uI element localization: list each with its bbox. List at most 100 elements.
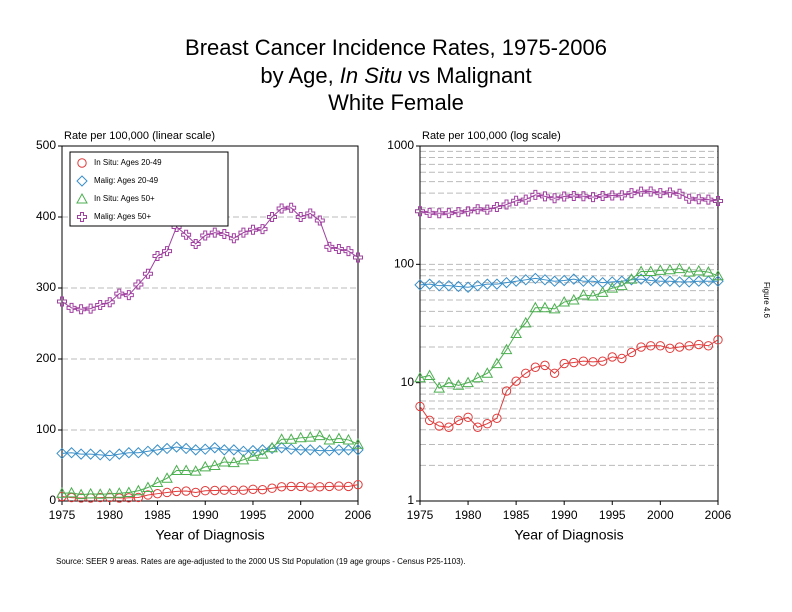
x-tick-label: 1985 [503, 508, 530, 522]
marker [170, 464, 183, 475]
marker [577, 289, 590, 300]
marker [113, 487, 126, 498]
marker [314, 215, 325, 226]
marker [94, 449, 106, 461]
marker [85, 303, 96, 314]
legend-swatch [77, 158, 87, 168]
y-axis-label: Rate per 100,000 (log scale) [422, 130, 561, 142]
marker [353, 479, 363, 490]
marker [353, 252, 363, 263]
marker [693, 275, 705, 287]
marker [56, 487, 68, 498]
marker [219, 485, 230, 495]
marker [684, 193, 695, 204]
marker [712, 269, 724, 281]
marker [453, 415, 464, 426]
marker [674, 188, 685, 199]
marker [713, 335, 723, 345]
marker [295, 212, 306, 222]
marker [673, 262, 686, 274]
series-line [419, 339, 719, 428]
x-tick-label: 2006 [705, 508, 732, 522]
marker [414, 279, 426, 291]
marker [152, 488, 163, 499]
marker [626, 188, 637, 199]
y-tick-label: 1 [407, 493, 414, 507]
marker [76, 304, 87, 315]
marker [170, 441, 183, 453]
marker [646, 341, 656, 351]
y-tick-label: 200 [36, 351, 56, 365]
marker [333, 444, 345, 456]
y-axis-label: Rate per 100,000 (linear scale) [64, 130, 215, 142]
marker [313, 429, 326, 441]
marker [520, 274, 532, 286]
marker [75, 488, 87, 500]
marker [434, 421, 444, 431]
legend-box [69, 151, 229, 227]
marker [181, 486, 191, 496]
marker [315, 482, 325, 492]
marker [569, 357, 579, 368]
marker [530, 189, 541, 200]
x-tick-label: 1980 [96, 508, 123, 522]
marker [442, 376, 455, 388]
marker [256, 448, 269, 459]
title-part: In Situ [340, 63, 402, 88]
marker [132, 447, 145, 459]
marker [285, 433, 298, 444]
marker [616, 279, 628, 291]
x-tick-label: 1995 [240, 508, 267, 522]
marker [324, 481, 335, 492]
marker [75, 448, 87, 460]
figure-label: Figure 4.6 [762, 282, 771, 319]
marker [210, 485, 220, 496]
marker [617, 353, 627, 364]
marker [218, 444, 231, 456]
marker [443, 208, 454, 219]
marker [635, 273, 647, 285]
marker [123, 447, 135, 459]
marker [323, 433, 336, 445]
legend-label: Malig: Ages 20-49 [94, 176, 159, 185]
marker [635, 265, 647, 276]
marker [133, 492, 144, 503]
marker [248, 484, 258, 494]
marker [189, 444, 202, 456]
marker [674, 342, 685, 352]
marker [713, 195, 723, 206]
marker [636, 342, 646, 352]
marker [65, 486, 78, 498]
marker [433, 382, 446, 393]
marker [209, 442, 221, 454]
marker [333, 432, 345, 444]
marker [247, 444, 259, 457]
marker [463, 412, 473, 422]
legend-label: In Situ: Ages 20-49 [94, 158, 162, 167]
marker [453, 207, 464, 218]
x-tick-label: 1975 [49, 508, 76, 522]
y-tick-label: 400 [36, 209, 56, 223]
marker [500, 343, 513, 355]
marker [238, 227, 249, 238]
marker [66, 302, 77, 313]
marker [596, 286, 609, 297]
marker [510, 327, 522, 339]
marker [433, 279, 445, 292]
marker [654, 275, 667, 287]
marker [152, 251, 163, 262]
y-tick-label: 1000 [387, 138, 414, 152]
x-tick-label: 1990 [551, 508, 578, 522]
marker [142, 445, 154, 458]
title-part: by Age, [260, 63, 333, 88]
marker [616, 275, 628, 287]
marker [644, 265, 657, 276]
marker [423, 369, 436, 380]
marker [162, 246, 173, 257]
marker [645, 186, 656, 197]
marker [199, 460, 212, 472]
marker [577, 275, 590, 287]
marker [266, 441, 278, 453]
marker [568, 273, 580, 285]
